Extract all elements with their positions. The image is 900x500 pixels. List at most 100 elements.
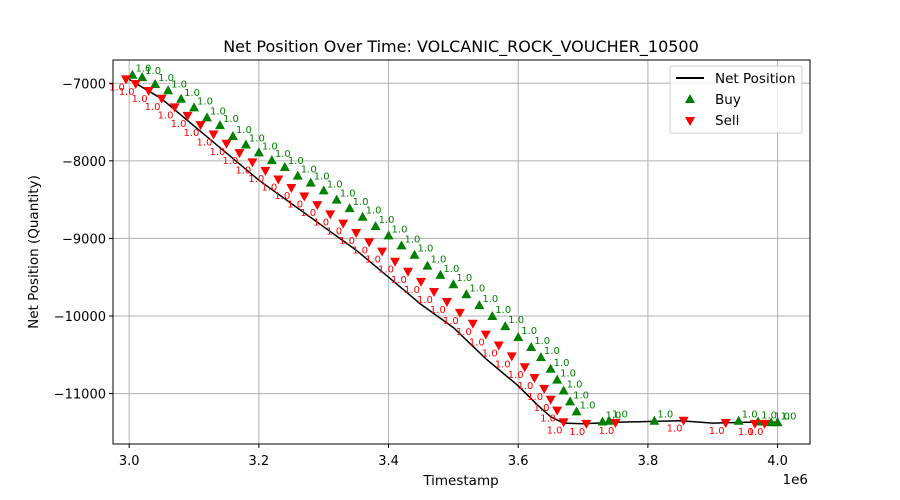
buy-quantity-label: 1.0 [392,224,408,235]
sell-quantity-label: 1.0 [404,285,420,296]
sell-marker [519,363,530,373]
sell-marker [678,416,689,426]
sell-quantity-label: 1.0 [235,165,251,176]
sell-quantity-label: 1.0 [196,137,212,148]
buy-marker [214,120,225,130]
buy-marker [422,260,433,270]
sell-marker [506,352,517,362]
sell-marker [208,130,219,140]
buy-quantity-label: 1.0 [135,64,151,75]
buy-quantity-label: 1.0 [379,215,395,226]
sell-marker [545,395,556,405]
sell-quantity-label: 1.0 [748,427,764,438]
sell-quantity-label: 1.0 [598,426,614,437]
x-tick-label: 3.0 [119,454,140,469]
buy-quantity-label: 1.0 [262,141,278,152]
buy-marker [766,417,777,427]
sell-marker [529,374,540,384]
buy-quantity-label: 1.0 [469,283,485,294]
buy-quantity-label: 1.0 [158,73,174,84]
buy-marker [202,112,213,122]
buy-marker [513,331,524,341]
buy-quantity-label: 1.0 [560,369,576,380]
sell-marker [493,341,504,351]
sell-quantity-label: 1.0 [313,217,329,228]
y-tick-label: −7000 [62,77,106,92]
sell-quantity-label: 1.0 [517,381,533,392]
sell-quantity-label: 1.0 [547,425,563,436]
sell-quantity-label: 1.0 [184,128,200,139]
legend-buy-marker [685,94,695,103]
buy-quantity-label: 1.0 [405,234,421,245]
sell-quantity-label: 1.0 [738,427,754,438]
buy-marker [150,79,161,89]
buy-marker [279,162,290,172]
sell-quantity-label: 1.0 [456,327,472,338]
buy-quantity-label: 1.0 [761,411,777,422]
sell-marker [195,121,206,131]
sell-marker [610,419,621,429]
legend-sell-marker [685,117,695,126]
buy-quantity-label: 1.0 [573,390,589,401]
buy-marker [357,211,368,221]
sell-marker [273,175,284,185]
buy-marker [526,342,537,352]
sell-marker [351,228,362,238]
sell-marker [120,75,131,85]
sell-quantity-label: 1.0 [352,245,368,256]
buy-quantity-label: 1.0 [567,379,583,390]
buy-quantity-label: 1.0 [236,125,252,136]
sell-quantity-label: 1.0 [248,174,264,185]
sell-quantity-label: 1.0 [417,295,433,306]
sell-marker [143,87,154,97]
sell-marker [338,219,349,229]
legend-entry-buy: Buy [715,92,741,108]
sell-quantity-label: 1.0 [391,275,407,286]
x-tick-label: 3.2 [249,454,270,469]
buy-marker [344,203,355,213]
buy-marker [649,415,660,425]
buy-marker [240,139,251,149]
buy-marker [292,170,303,180]
sell-marker [467,319,478,329]
sell-quantity-label: 1.0 [145,102,161,113]
sell-quantity-label: 1.0 [534,403,550,414]
sell-quantity-label: 1.0 [495,359,511,370]
sell-quantity-label: 1.0 [209,147,225,158]
buy-marker [383,230,394,240]
sell-quantity-label: 1.0 [326,227,342,238]
sell-quantity-label: 1.0 [171,119,187,130]
sell-marker [552,406,563,416]
buy-quantity-label: 1.0 [249,134,265,145]
sell-marker [720,419,731,429]
sell-marker [390,257,401,267]
buy-quantity-label: 1.0 [508,315,524,326]
sell-quantity-label: 1.0 [378,265,394,276]
buy-marker [733,415,744,425]
buy-quantity-label: 1.0 [774,411,790,422]
buy-quantity-label: 1.0 [197,96,213,107]
buy-quantity-label: 1.0 [340,189,356,200]
sell-quantity-label: 1.0 [569,427,585,438]
sell-quantity-label: 1.0 [667,424,683,435]
y-tick-label: −11000 [54,388,106,403]
sell-marker [286,184,297,193]
sell-marker [312,201,323,211]
sell-quantity-label: 1.0 [109,82,125,93]
x-axis-offset-label: 1e6 [783,472,808,488]
buy-quantity-label: 1.0 [482,294,498,305]
buy-marker [435,269,446,279]
y-tick-label: −9000 [62,232,106,247]
sell-quantity-label: 1.0 [540,414,556,425]
buy-marker [137,72,148,82]
buy-marker [461,289,472,299]
buy-marker [558,385,569,395]
sell-marker [480,330,491,340]
sell-marker [247,158,258,168]
buy-quantity-label: 1.0 [288,156,304,167]
sell-marker [749,419,760,429]
buy-marker [545,363,556,373]
sell-quantity-label: 1.0 [365,255,381,266]
buy-marker [266,155,277,165]
sell-quantity-label: 1.0 [222,156,238,167]
